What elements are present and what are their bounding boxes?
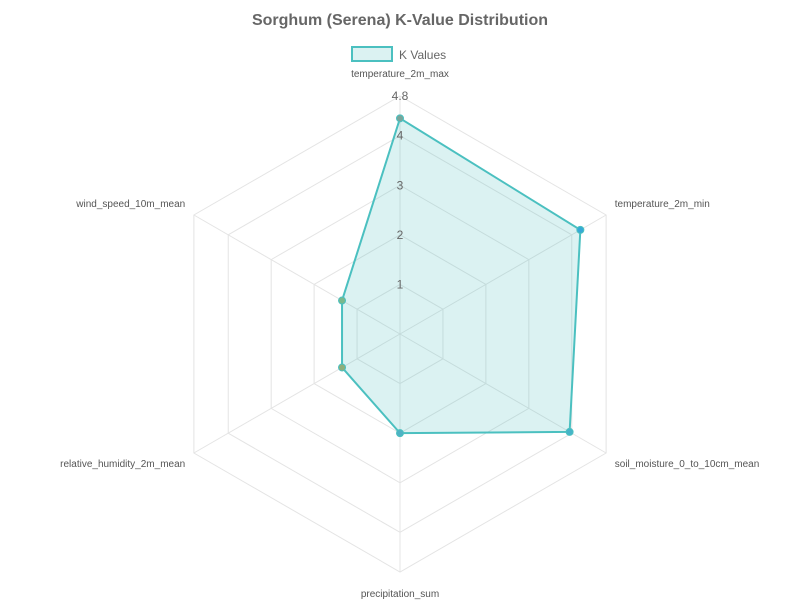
data-point-temperature_2m_min[interactable] [576,225,585,234]
legend[interactable]: K Values [351,46,446,62]
data-point-precipitation_sum[interactable] [396,429,404,438]
axis-label-temperature_2m_min: temperature_2m_min [615,199,710,210]
axis-label-relative_humidity_2m_mean: relative_humidity_2m_mean [60,459,185,470]
axis-label-soil_moisture_0_to_10cm_mean: soil_moisture_0_to_10cm_mean [615,459,760,470]
grid-spoke-6 [193,214,401,335]
radar-grid [193,95,607,573]
data-point-wind_speed_10m_mean[interactable] [338,296,347,305]
data-point-soil_moisture_0_to_10cm_mean[interactable] [565,427,574,436]
tick-label-2: 2 [397,228,404,242]
legend-label: K Values [399,48,446,62]
grid-spoke-5 [193,333,401,454]
axis-labels: temperature_2m_max temperature_2m_minsoil… [60,69,759,600]
legend-swatch [351,46,393,62]
radial-tick-labels: 1 2 3 4 4.8 [392,89,409,291]
data-point-temperature_2m_max[interactable] [396,114,404,123]
tick-label-3: 3 [397,178,404,192]
tick-label-1: 1 [397,277,404,291]
grid-spoke-2 [399,214,607,335]
axis-label-temperature_2m_max: temperature_2m_max [351,69,449,80]
radar-series [338,114,585,438]
axis-label-precipitation_sum: precipitation_sum [361,589,439,600]
series-area [341,116,582,435]
tick-label-4.8: 4.8 [392,89,409,103]
tick-label-4: 4 [397,129,404,143]
data-point-relative_humidity_2m_mean[interactable] [338,363,347,372]
axis-label-wind_speed_10m_mean: wind_speed_10m_mean [75,199,185,210]
chart-title: Sorghum (Serena) K-Value Distribution [252,12,548,29]
